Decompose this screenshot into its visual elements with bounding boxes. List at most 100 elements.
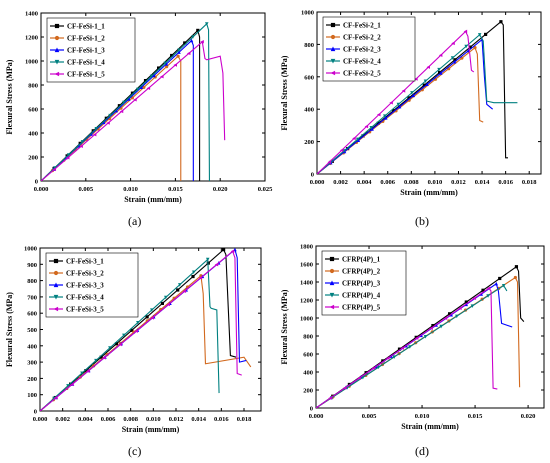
legend-marker: [54, 59, 60, 65]
x-tick-label: 0.012: [451, 179, 466, 186]
y-tick-label: 400: [303, 370, 313, 377]
data-point: [483, 32, 488, 37]
data-point: [176, 288, 180, 292]
legend-marker: [330, 70, 336, 76]
y-tick-label: 800: [304, 42, 314, 49]
data-point: [191, 270, 196, 274]
legend-marker: [53, 306, 59, 312]
data-point: [411, 93, 416, 98]
x-tick-label: 0.012: [169, 416, 184, 423]
chart-b: 0.000 0.002 0.004 0.006 0.008 0.010 0.012 0.014…: [280, 10, 542, 197]
data-point: [66, 153, 71, 157]
data-point: [352, 136, 356, 141]
x-tick-label: 0.018: [522, 179, 537, 186]
legend-marker: [53, 270, 59, 276]
data-point: [119, 109, 124, 114]
panel-c: 0.000 0.002 0.004 0.006 0.008 0.010 0.012 0.014…: [0, 231, 275, 462]
data-point: [205, 22, 209, 26]
data-point: [429, 326, 433, 330]
legend-label: CFRP(4P)_3: [342, 280, 381, 288]
y-tick-label: 400: [304, 107, 314, 114]
data-point: [166, 302, 171, 307]
x-tick-label: 0.010: [428, 179, 443, 186]
series-CF-FeSi-2_4: [317, 33, 518, 174]
data-point: [386, 356, 390, 360]
x-tick-label: 0.006: [380, 179, 395, 186]
data-point: [371, 366, 376, 370]
y-tick-label: 1000: [300, 316, 313, 323]
legend: CF-FeSi-2_1 CF-FeSi-2_2 CF-FeSi-2_3 CF-FeSi…: [322, 16, 416, 82]
x-tick-label: 0.016: [498, 179, 513, 186]
data-point: [41, 179, 43, 181]
data-point: [146, 86, 151, 90]
data-point: [423, 335, 428, 339]
data-point: [178, 283, 182, 287]
data-point: [316, 406, 318, 408]
x-tick-label: 0.004: [78, 416, 93, 423]
data-point: [160, 301, 164, 306]
data-point: [481, 288, 485, 292]
legend-marker: [53, 258, 59, 264]
data-point: [477, 33, 482, 37]
data-point: [176, 54, 180, 58]
data-point: [389, 100, 393, 105]
panel-a: 0.000 0.005 0.010 0.015 0.020 0.025 0 200 400 600…: [0, 0, 275, 231]
panel-b: 0.000 0.002 0.004 0.006 0.008 0.010 0.012 0.014…: [275, 0, 550, 231]
y-axis-label: Flexural Stress (MPa): [280, 55, 289, 130]
data-point: [222, 248, 226, 252]
legend-label: CF-FeSi-1_2: [67, 35, 105, 43]
data-point: [513, 275, 517, 280]
y-tick-label: 1600: [300, 262, 313, 269]
legend-marker: [53, 294, 59, 300]
y-tick-label: 800: [303, 334, 313, 341]
legend-marker: [329, 304, 335, 310]
legend-label: CF-FeSi-2_3: [343, 46, 381, 54]
legend-label: CF-FeSi-2_5: [343, 70, 381, 78]
data-point: [54, 395, 58, 400]
panel-label-a: (a): [128, 214, 142, 228]
series-CF-FeSi-3_4: [40, 257, 220, 411]
data-point: [86, 369, 90, 373]
data-point: [357, 376, 361, 380]
data-point: [177, 50, 181, 54]
y-tick-label: 800: [28, 83, 38, 90]
x-tick-label: 0.016: [214, 416, 229, 423]
y-tick-label: 1200: [25, 35, 38, 42]
data-point: [79, 144, 83, 148]
data-point: [356, 138, 361, 142]
data-point: [214, 262, 219, 267]
data-point: [439, 324, 443, 329]
legend-label: CF-FeSi-2_2: [343, 34, 381, 42]
y-tick-label: 900: [27, 262, 37, 269]
data-point: [133, 98, 137, 102]
data-point: [70, 382, 74, 387]
data-point: [342, 386, 347, 390]
data-point: [165, 65, 169, 69]
data-point: [437, 67, 441, 72]
panel-label-d: (d): [415, 444, 429, 458]
data-point: [455, 314, 459, 319]
y-tick-label: 0: [311, 172, 314, 179]
data-point: [397, 104, 402, 109]
y-tick-label: 700: [27, 294, 37, 301]
data-point: [205, 257, 210, 262]
x-tick-label: 0.000: [33, 416, 48, 423]
data-point: [160, 74, 164, 79]
data-point: [423, 79, 428, 84]
y-tick-label: 200: [28, 155, 38, 162]
data-point: [401, 89, 406, 93]
x-tick-label: 0.000: [34, 186, 49, 193]
data-point: [177, 48, 181, 52]
y-tick-label: 200: [304, 139, 314, 146]
data-point: [127, 97, 131, 101]
legend-label: CFRP(4P)_1: [342, 256, 381, 264]
chart-d: 0.000 0.005 0.010 0.015 0.020 0 200 400 600 800 10…: [280, 244, 545, 431]
y-tick-label: 200: [303, 388, 313, 395]
data-point: [400, 346, 405, 350]
data-point: [355, 137, 360, 142]
data-point: [414, 77, 418, 81]
data-point: [94, 358, 98, 363]
legend-marker: [329, 280, 335, 286]
x-axis-label: Strain (mm/mm): [122, 425, 180, 434]
legend: CF-FeSi-1_1 CF-FeSi-1_2 CF-FeSi-1_3 CF-FeSi…: [46, 17, 136, 83]
